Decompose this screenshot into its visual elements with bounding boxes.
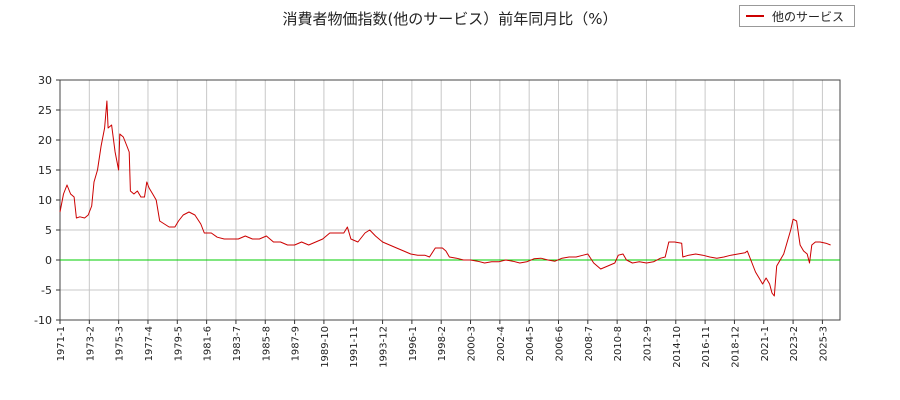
y-tick-label: 30 (38, 74, 52, 87)
x-tick-label: 2023-2 (789, 326, 800, 361)
x-tick-label: 1973-2 (85, 326, 96, 361)
y-tick-label: 5 (45, 224, 52, 237)
x-tick-label: 2002-4 (496, 326, 507, 361)
x-tick-label: 2021-1 (760, 326, 771, 361)
x-tick-label: 2000-3 (467, 326, 478, 361)
x-tick-label: 2006-6 (554, 326, 565, 361)
x-tick-label: 2025-3 (818, 326, 829, 361)
x-tick-label: 1977-4 (144, 326, 155, 361)
plot-frame (59, 79, 841, 321)
x-tick-label: 1989-10 (320, 326, 331, 368)
x-tick-label: 2012-9 (642, 326, 653, 361)
x-tick-label: 1987-9 (291, 326, 302, 361)
x-tick-label: 1991-11 (349, 326, 360, 368)
legend-label: 他のサービス (772, 9, 845, 24)
x-tick-label: 1981-6 (203, 326, 214, 361)
x-tick-label: 2016-11 (701, 326, 712, 368)
y-tick-label: 10 (38, 194, 52, 207)
x-tick-label: 1971-1 (56, 326, 67, 361)
y-tick-label: 15 (38, 164, 52, 177)
x-tick-label: 1975-3 (115, 326, 126, 361)
y-tick-label: -5 (41, 284, 52, 297)
series-line-other-services (59, 100, 831, 297)
x-tick-label: 2008-7 (584, 326, 595, 361)
y-tick-label: 0 (45, 254, 52, 267)
y-tick-label: -10 (34, 314, 52, 327)
x-tick-label: 1998-2 (437, 326, 448, 361)
x-tick-label: 1979-5 (173, 326, 184, 361)
chart-title: 消費者物価指数(他のサービス）前年同月比（%） (282, 10, 618, 28)
x-tick-label: 2018-12 (730, 326, 741, 368)
x-tick-label: 2010-8 (613, 326, 624, 361)
x-tick-label: 1983-7 (232, 326, 243, 361)
x-tick-label: 1996-1 (408, 326, 419, 361)
x-tick-label: 1993-12 (379, 326, 390, 368)
x-tick-label: 2014-10 (672, 326, 683, 368)
x-tick-label: 2004-5 (525, 326, 536, 361)
legend: 他のサービス (739, 5, 855, 27)
y-tick-label: 25 (38, 104, 52, 117)
x-tick-label: 1985-8 (261, 326, 272, 361)
legend-swatch (746, 15, 764, 17)
y-tick-label: 20 (38, 134, 52, 147)
